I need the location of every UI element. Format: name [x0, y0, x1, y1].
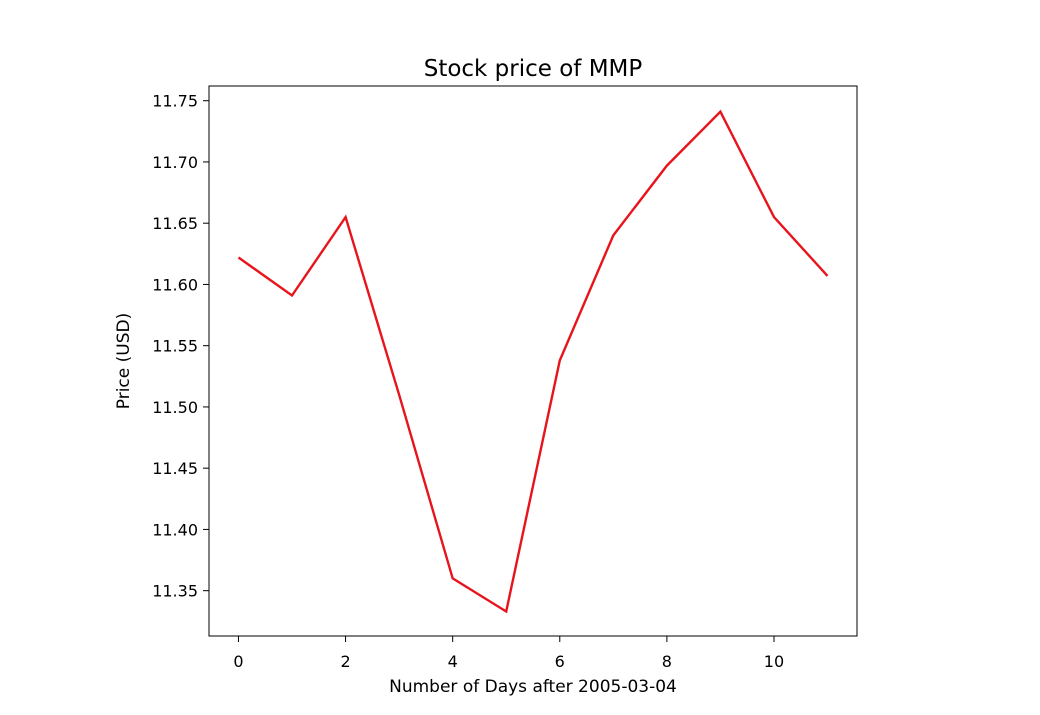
x-tick-label: 2	[340, 652, 350, 671]
x-tick-label: 8	[662, 652, 672, 671]
y-tick-label: 11.75	[152, 92, 198, 111]
y-tick-label: 11.60	[152, 275, 198, 294]
series-layer	[237, 109, 829, 614]
x-axis-label: Number of Days after 2005-03-04	[389, 677, 677, 697]
y-tick-label: 11.40	[152, 520, 198, 539]
x-axis: 0 2 4 6 8 10	[233, 636, 784, 671]
y-axis-label: Price (USD)	[114, 313, 134, 409]
y-tick-label: 11.45	[152, 459, 198, 478]
chart-title: Stock price of MMP	[424, 56, 643, 82]
y-tick-label: 11.35	[152, 582, 198, 601]
x-tick-label: 0	[233, 652, 243, 671]
y-tick-label: 11.65	[152, 214, 198, 233]
x-tick-label: 10	[764, 652, 784, 671]
x-tick-label: 6	[555, 652, 565, 671]
y-tick-label: 11.70	[152, 153, 198, 172]
y-tick-label: 11.50	[152, 398, 198, 417]
series-line	[237, 109, 829, 614]
y-axis: 11.35 11.40 11.45 11.50 11.55 11.60 11.65 11.70…	[152, 92, 209, 601]
x-tick-label: 4	[448, 652, 458, 671]
plot-area	[208, 85, 858, 637]
y-tick-label: 11.55	[152, 337, 198, 356]
